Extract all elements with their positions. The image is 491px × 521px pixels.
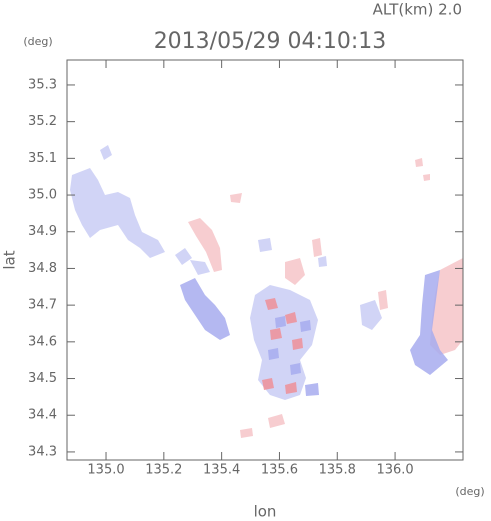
x-tick-label: 135.2 (145, 463, 182, 478)
x-axis-label: lon (254, 503, 277, 521)
echo-region (258, 238, 327, 267)
echo-region (262, 298, 303, 394)
echo-region (240, 414, 285, 438)
x-tick-label: 135.8 (319, 463, 356, 478)
echo-region (180, 278, 230, 340)
y-tick-label: 34.5 (28, 371, 57, 386)
y-unit: (deg) (23, 35, 52, 48)
x-tick-label: 135.0 (87, 463, 124, 478)
echo-region (175, 248, 192, 265)
y-axis-label: lat (1, 250, 19, 269)
echo-region (190, 260, 210, 275)
annotation: ALT(km) 2.0 (373, 1, 462, 19)
echo-regions (70, 145, 463, 438)
chart-title: 2013/05/29 04:10:13 (154, 29, 387, 54)
echo-region (415, 158, 430, 181)
y-tick-label: 35.1 (28, 151, 57, 166)
echo-region (360, 300, 382, 330)
x-tick-label: 135.6 (261, 463, 298, 478)
y-tick-label: 34.7 (28, 298, 57, 313)
y-tick-label: 34.8 (28, 261, 57, 276)
echo-region (188, 218, 222, 272)
x-tick-label: 135.4 (203, 463, 240, 478)
echo-region (250, 285, 318, 400)
y-tick-label: 34.3 (28, 444, 57, 459)
echo-region (268, 316, 319, 396)
y-tick-label: 35.2 (28, 114, 57, 129)
y-tick-label: 35.3 (28, 77, 57, 92)
plot-frame (66, 59, 464, 461)
echo-region (230, 193, 242, 203)
y-tick-label: 35.0 (28, 188, 57, 203)
x-tick-label: 136.0 (376, 463, 413, 478)
echo-region (285, 238, 322, 285)
x-unit: (deg) (455, 485, 484, 498)
echo-region (410, 270, 448, 375)
echo-region (378, 290, 388, 310)
y-tick-label: 34.9 (28, 224, 57, 239)
y-tick-label: 34.6 (28, 334, 57, 349)
echo-region (100, 145, 112, 160)
echo-region (70, 168, 165, 258)
y-tick-label: 34.4 (28, 408, 57, 423)
